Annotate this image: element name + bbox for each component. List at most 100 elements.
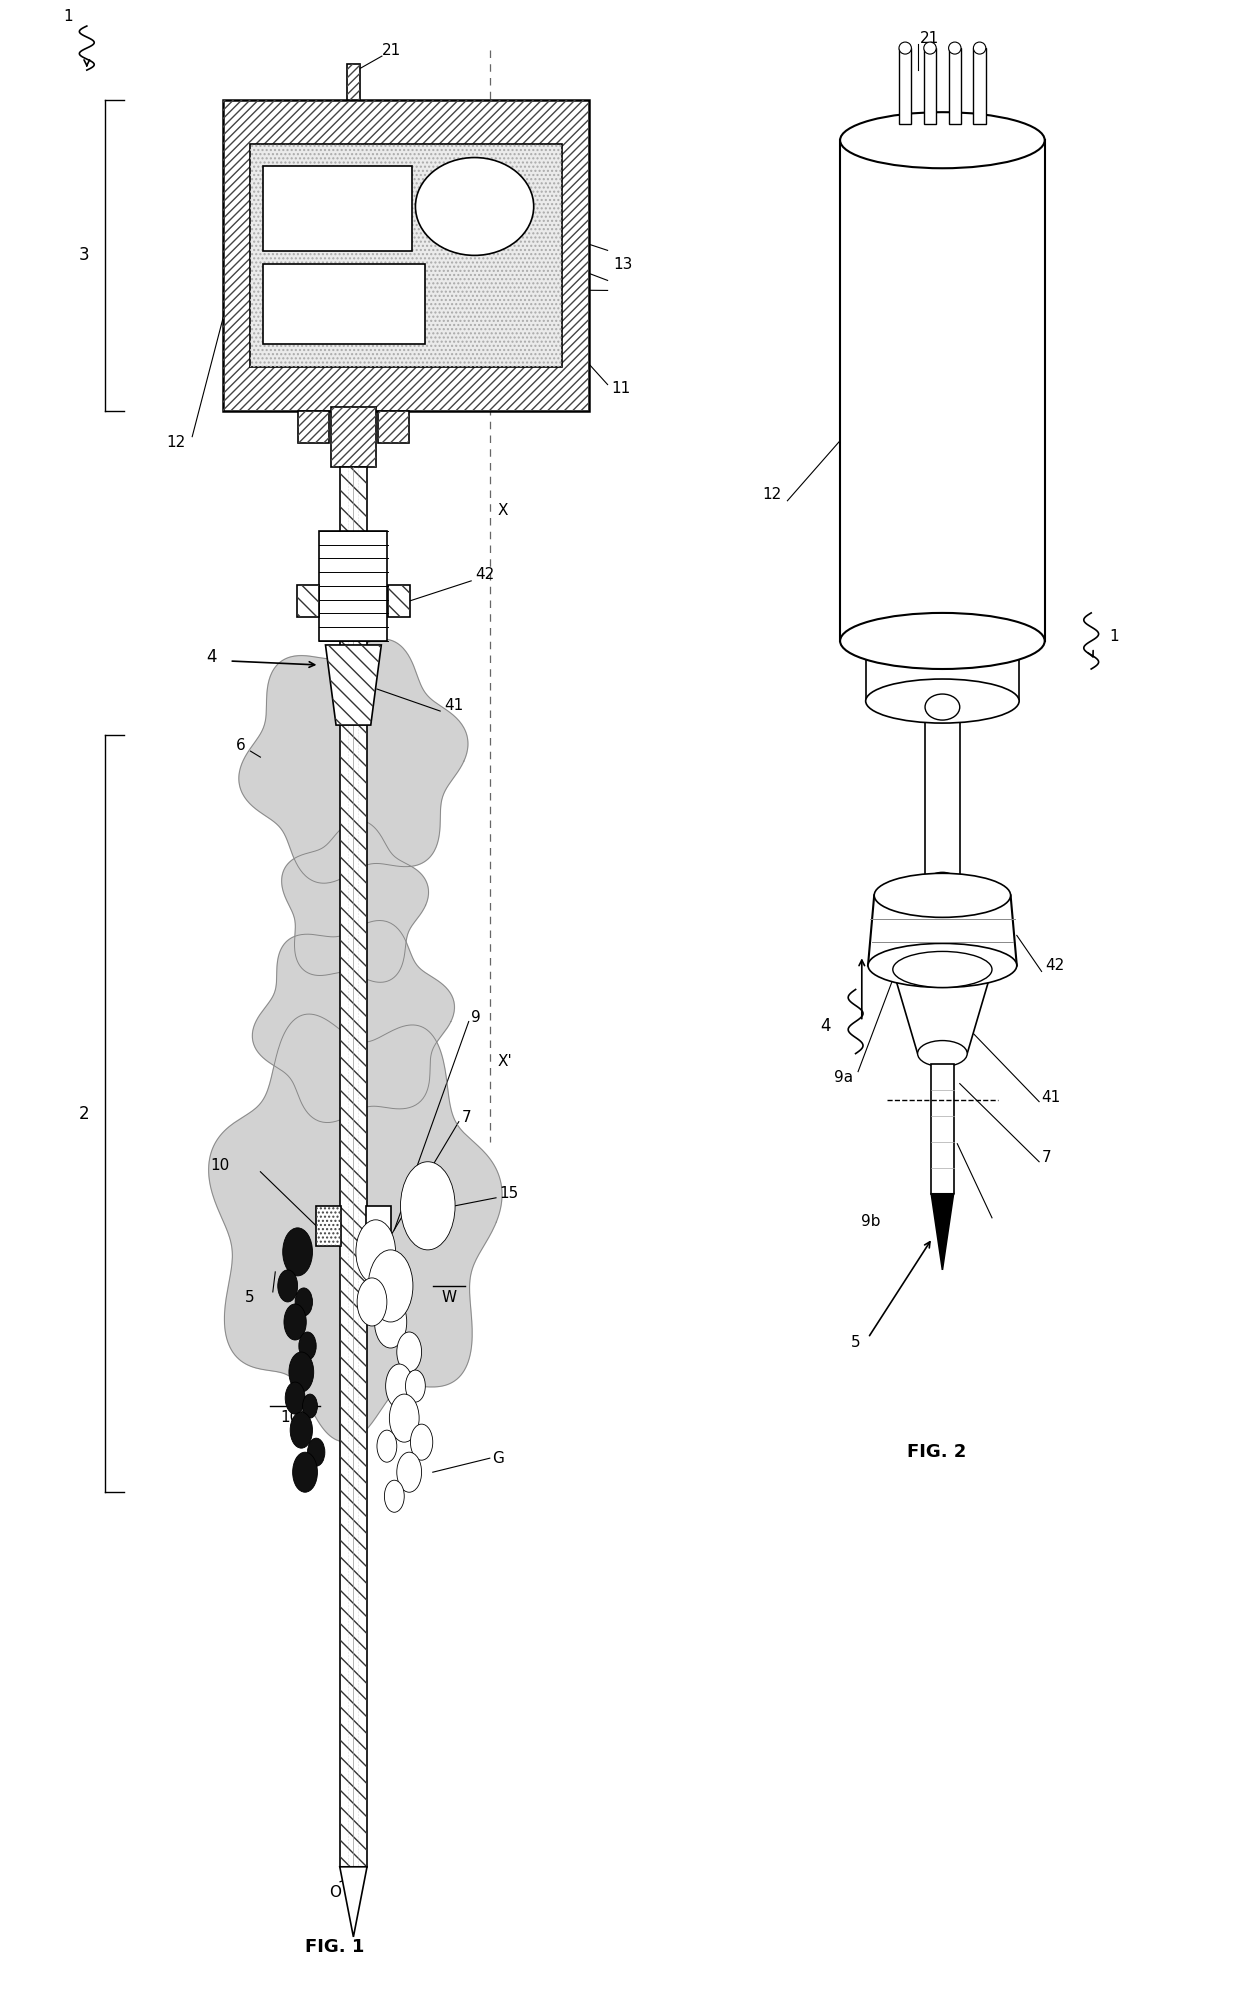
- Polygon shape: [253, 921, 454, 1122]
- Text: 4: 4: [207, 649, 217, 665]
- Ellipse shape: [893, 951, 992, 987]
- Circle shape: [290, 1412, 312, 1448]
- Circle shape: [278, 1270, 298, 1302]
- Bar: [316, 1206, 341, 1246]
- Text: FIG. 1: FIG. 1: [305, 1939, 365, 1955]
- Text: 11: 11: [611, 381, 631, 397]
- Ellipse shape: [949, 42, 961, 54]
- Text: 13: 13: [614, 256, 634, 272]
- Ellipse shape: [918, 1042, 967, 1066]
- Text: 42: 42: [475, 567, 495, 583]
- Text: 21: 21: [920, 30, 940, 46]
- Ellipse shape: [866, 619, 1019, 663]
- Text: X: X: [497, 503, 507, 519]
- Circle shape: [283, 1228, 312, 1276]
- Text: FIG. 2: FIG. 2: [906, 1444, 966, 1460]
- Circle shape: [289, 1352, 314, 1392]
- Bar: [331, 407, 376, 467]
- Bar: [316, 1206, 341, 1246]
- Circle shape: [384, 1480, 404, 1512]
- Bar: [340, 467, 367, 1867]
- Circle shape: [377, 1430, 397, 1462]
- Ellipse shape: [925, 693, 960, 721]
- Polygon shape: [868, 895, 1017, 965]
- Circle shape: [374, 1296, 407, 1348]
- Bar: [949, 48, 961, 124]
- Bar: [387, 585, 409, 617]
- Ellipse shape: [924, 42, 936, 54]
- Circle shape: [401, 1162, 455, 1250]
- Text: 7: 7: [461, 1110, 471, 1126]
- Text: 5: 5: [244, 1290, 254, 1306]
- Text: 15: 15: [500, 1186, 520, 1202]
- Polygon shape: [931, 1194, 954, 1270]
- Text: 10: 10: [210, 1158, 229, 1174]
- Text: 1: 1: [63, 8, 73, 24]
- Bar: [866, 641, 1019, 701]
- Ellipse shape: [415, 158, 533, 254]
- Text: G: G: [492, 1450, 505, 1466]
- Bar: [924, 48, 936, 124]
- Circle shape: [303, 1394, 317, 1418]
- Bar: [378, 411, 409, 443]
- Ellipse shape: [839, 112, 1044, 168]
- Circle shape: [295, 1288, 312, 1316]
- Circle shape: [285, 1382, 305, 1414]
- Bar: [378, 411, 409, 443]
- Text: W: W: [441, 1290, 456, 1304]
- Circle shape: [293, 1452, 317, 1492]
- Circle shape: [284, 1304, 306, 1340]
- Bar: [331, 407, 376, 467]
- Bar: [366, 1206, 391, 1246]
- Ellipse shape: [868, 943, 1017, 987]
- Bar: [250, 144, 562, 367]
- Bar: [347, 64, 360, 100]
- Circle shape: [308, 1438, 325, 1466]
- Bar: [223, 100, 589, 411]
- Text: 9a: 9a: [835, 1070, 853, 1086]
- Circle shape: [397, 1332, 422, 1372]
- Circle shape: [368, 1250, 413, 1322]
- Text: 2: 2: [79, 1106, 89, 1122]
- Text: 41: 41: [1042, 1090, 1061, 1106]
- Bar: [250, 144, 562, 367]
- Polygon shape: [893, 969, 992, 1054]
- Bar: [298, 411, 329, 443]
- Ellipse shape: [925, 871, 960, 897]
- Text: 12: 12: [166, 435, 186, 451]
- Bar: [296, 585, 319, 617]
- Polygon shape: [281, 821, 429, 981]
- Text: 42: 42: [1045, 957, 1065, 973]
- Text: 21: 21: [382, 42, 402, 58]
- Text: 4: 4: [821, 1018, 831, 1034]
- Circle shape: [389, 1394, 419, 1442]
- Text: 1: 1: [1110, 629, 1120, 645]
- Bar: [973, 48, 986, 124]
- Ellipse shape: [866, 679, 1019, 723]
- Ellipse shape: [973, 42, 986, 54]
- Ellipse shape: [899, 42, 911, 54]
- Text: 3: 3: [79, 246, 89, 264]
- Text: 5: 5: [851, 1334, 861, 1350]
- Text: O: O: [329, 1885, 341, 1901]
- Text: 9b: 9b: [861, 1214, 880, 1230]
- Text: 6: 6: [236, 737, 246, 753]
- Circle shape: [397, 1452, 422, 1492]
- Bar: [347, 64, 360, 100]
- Bar: [263, 264, 425, 345]
- Bar: [263, 166, 412, 250]
- Circle shape: [405, 1370, 425, 1402]
- Circle shape: [356, 1220, 396, 1284]
- Polygon shape: [208, 1014, 502, 1442]
- Bar: [319, 531, 387, 641]
- Ellipse shape: [874, 873, 1011, 917]
- Bar: [841, 140, 1044, 641]
- Text: 9: 9: [471, 1010, 481, 1026]
- Bar: [223, 100, 589, 411]
- Bar: [298, 411, 329, 443]
- Bar: [340, 467, 367, 1867]
- Bar: [387, 585, 409, 617]
- Circle shape: [386, 1364, 413, 1408]
- Ellipse shape: [839, 613, 1044, 669]
- Polygon shape: [340, 1867, 367, 1937]
